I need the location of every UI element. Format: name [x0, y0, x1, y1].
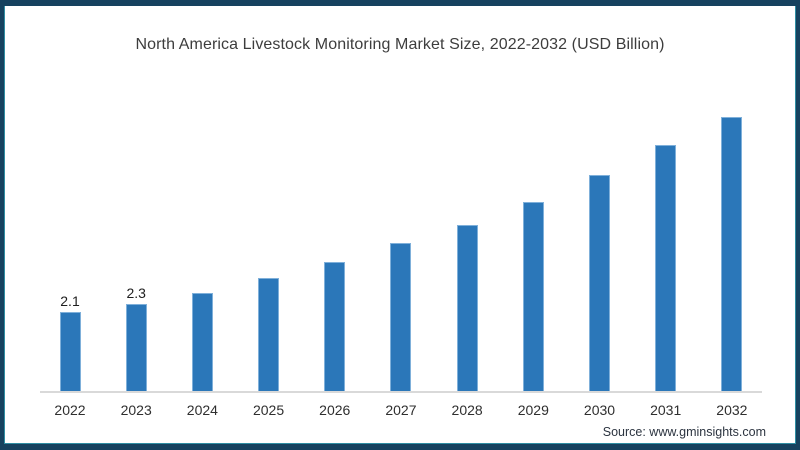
x-tick-2028: 2028 [451, 402, 483, 418]
bar-column-2027 [371, 98, 431, 391]
bar-2027 [390, 243, 412, 391]
x-tick-2022: 2022 [54, 402, 86, 418]
bar-2031 [655, 145, 677, 391]
bar-column-2024 [172, 98, 232, 391]
bar-column-2028 [437, 98, 497, 391]
x-tick-2029: 2029 [517, 402, 549, 418]
x-tick-2024: 2024 [186, 402, 218, 418]
plot-area: 2.1 2.3 2022 2023 2024 2025 2026 2027 2028 2029 2… [40, 98, 762, 418]
source-note: Source: www.gminsights.com [602, 425, 766, 439]
bar-column-2026 [305, 98, 365, 391]
bar-2023 [125, 304, 147, 391]
x-tick-2027: 2027 [385, 402, 417, 418]
bar-value-label-2022: 2.1 [60, 293, 80, 309]
x-tick-2031: 2031 [650, 402, 682, 418]
bar-2024 [191, 293, 213, 391]
bar-column-2031 [636, 98, 696, 391]
bar-2032 [721, 116, 743, 391]
bar-column-2032 [702, 98, 762, 391]
x-tick-2023: 2023 [120, 402, 152, 418]
bar-column-2022: 2.1 [40, 98, 100, 391]
bar-value-label-2023: 2.3 [126, 285, 146, 301]
x-tick-2032: 2032 [716, 402, 748, 418]
bar-2022 [59, 312, 81, 391]
x-tick-2030: 2030 [583, 402, 616, 418]
bar-2025 [258, 278, 280, 391]
bar-2029 [522, 202, 544, 391]
x-axis-labels: 2022 2023 2024 2025 2026 2027 2028 2029 2030 2031… [40, 402, 762, 418]
bar-2030 [589, 175, 610, 391]
bar-column-2030 [570, 98, 630, 391]
bar-2026 [324, 262, 346, 391]
x-tick-2025: 2025 [252, 402, 285, 418]
x-tick-2026: 2026 [319, 402, 351, 418]
bars-row: 2.1 2.3 [40, 98, 762, 393]
bar-2028 [456, 225, 478, 391]
bar-column-2023: 2.3 [106, 98, 166, 391]
bar-column-2029 [503, 98, 563, 391]
bar-column-2025 [239, 98, 299, 391]
chart-title: North America Livestock Monitoring Marke… [135, 36, 665, 53]
